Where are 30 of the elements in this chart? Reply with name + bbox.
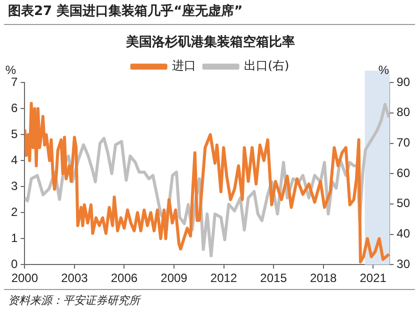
y2-tick-label: 70 — [396, 136, 410, 150]
y-tick-label: 6 — [10, 100, 18, 115]
y2-tick-label: 80 — [396, 105, 410, 120]
y-tick-label: 0 — [10, 256, 18, 271]
y2-tick-label: 40 — [396, 226, 410, 241]
y-tick-label: 1 — [10, 230, 18, 245]
x-tick-label: 2003 — [61, 271, 88, 286]
legend-label: 进口 — [172, 58, 196, 73]
x-tick-label: 2006 — [110, 271, 138, 286]
x-tick-label: 2021 — [360, 271, 387, 286]
x-tick-label: 2012 — [210, 271, 238, 286]
y-tick-label: 2 — [10, 204, 18, 219]
y2-tick-label: 60 — [396, 166, 410, 180]
y-tick-label: 3 — [10, 178, 18, 193]
y-axis-title: % — [5, 62, 16, 77]
y2-tick-label: 50 — [396, 196, 410, 210]
y2-axis-title: % — [378, 62, 390, 77]
y-tick-label: 4 — [10, 152, 18, 167]
x-tick-label: 2018 — [310, 271, 337, 286]
text: 资料来源：平安证券研究所 — [4, 289, 415, 308]
legend-label: 出口(右) — [244, 58, 290, 73]
chart-subtitle: 美国洛杉矶港集装箱空箱比率 — [125, 34, 295, 50]
y-tick-label: 7 — [10, 74, 18, 89]
x-tick-label: 2000 — [11, 271, 38, 286]
x-tick-label: 2009 — [160, 271, 188, 286]
y-tick-label: 5 — [10, 126, 18, 141]
x-tick-label: 2015 — [260, 271, 288, 286]
y2-tick-label: 30 — [396, 256, 410, 271]
y2-tick-label: 90 — [396, 74, 410, 89]
chart-title: 图表27 美国进口集装箱几乎“座无虚席” — [4, 0, 415, 25]
